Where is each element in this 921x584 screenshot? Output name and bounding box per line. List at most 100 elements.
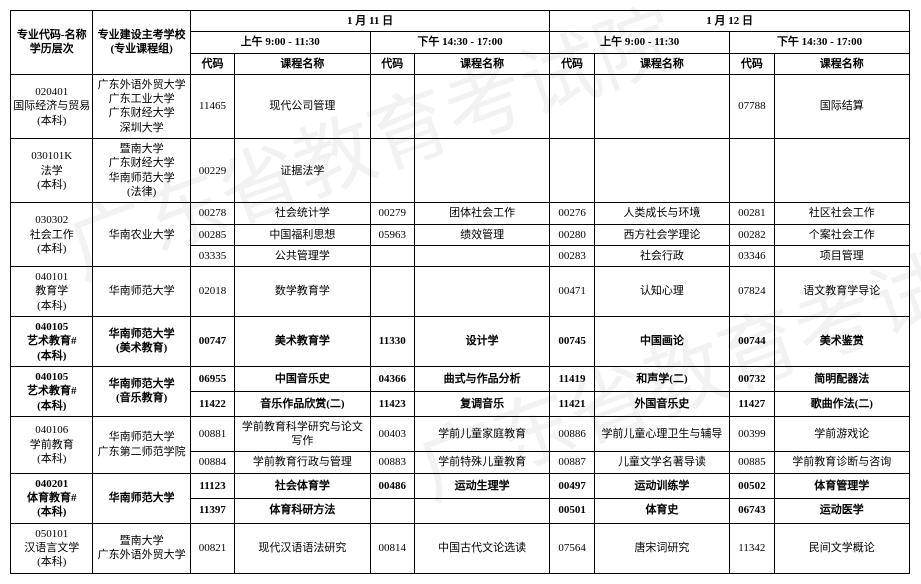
cell-code: 00281 <box>730 203 774 224</box>
cell-code: 05963 <box>370 224 414 245</box>
cell-course <box>594 139 729 203</box>
cell-code: 00471 <box>550 267 594 317</box>
cell-code: 00285 <box>190 224 234 245</box>
cell-school: 华南师范大学(美术教育) <box>93 317 190 367</box>
cell-course: 社区社会工作 <box>774 203 909 224</box>
cell-code: 00501 <box>550 498 594 523</box>
table-row: 040105艺术教育#(本科)华南师范大学(音乐教育)06955中国音乐史043… <box>11 366 910 391</box>
cell-code <box>370 139 414 203</box>
cell-code: 11427 <box>730 391 774 416</box>
cell-course: 学前儿童心理卫生与辅导 <box>594 416 729 452</box>
cell-code: 06743 <box>730 498 774 523</box>
cell-code: 00229 <box>190 139 234 203</box>
cell-course <box>594 74 729 138</box>
cell-course: 学前儿童家庭教育 <box>414 416 549 452</box>
cell-course: 运动训练学 <box>594 473 729 498</box>
cell-course: 社会体育学 <box>235 473 370 498</box>
cell-course: 美术鉴赏 <box>774 317 909 367</box>
cell-course: 国际结算 <box>774 74 909 138</box>
cell-course: 中国福利思想 <box>235 224 370 245</box>
cell-code <box>370 498 414 523</box>
cell-course: 和声学(二) <box>594 366 729 391</box>
hdr-course: 课程名称 <box>594 53 729 74</box>
cell-course: 中国古代文论选读 <box>414 523 549 573</box>
cell-code: 11465 <box>190 74 234 138</box>
table-header: 专业代码-名称学历层次专业建设主考学校(专业课程组)1 月 11 日1 月 12… <box>11 11 910 75</box>
table-row: 030302社会工作(本科)华南农业大学00278社会统计学00279团体社会工… <box>11 203 910 224</box>
cell-course: 人类成长与环境 <box>594 203 729 224</box>
cell-course: 音乐作品欣赏(二) <box>235 391 370 416</box>
cell-course: 西方社会学理论 <box>594 224 729 245</box>
hdr-d2-am: 上午 9:00 - 11:30 <box>550 32 730 53</box>
cell-code: 07824 <box>730 267 774 317</box>
cell-course: 运动生理学 <box>414 473 549 498</box>
hdr-code: 代码 <box>550 53 594 74</box>
cell-course <box>774 139 909 203</box>
cell-code <box>370 74 414 138</box>
cell-course: 个案社会工作 <box>774 224 909 245</box>
cell-code: 03335 <box>190 245 234 266</box>
cell-course: 体育管理学 <box>774 473 909 498</box>
cell-code: 00279 <box>370 203 414 224</box>
cell-code: 00502 <box>730 473 774 498</box>
cell-code: 06955 <box>190 366 234 391</box>
hdr-school: 专业建设主考学校(专业课程组) <box>93 11 190 75</box>
cell-school: 暨南大学广东财经大学华南师范大学(法律) <box>93 139 190 203</box>
table-body: 020401国际经济与贸易(本科)广东外语外贸大学广东工业大学广东财经大学深圳大… <box>11 74 910 573</box>
cell-code <box>550 139 594 203</box>
cell-code: 11419 <box>550 366 594 391</box>
cell-course: 学前教育诊断与咨询 <box>774 452 909 473</box>
cell-code: 00403 <box>370 416 414 452</box>
cell-course: 语文教育学导论 <box>774 267 909 317</box>
cell-code: 11423 <box>370 391 414 416</box>
cell-code: 00881 <box>190 416 234 452</box>
cell-code: 00399 <box>730 416 774 452</box>
cell-school: 华南师范大学 <box>93 267 190 317</box>
hdr-day1: 1 月 11 日 <box>190 11 550 32</box>
cell-course: 认知心理 <box>594 267 729 317</box>
cell-course: 绩效管理 <box>414 224 549 245</box>
cell-course: 体育科研方法 <box>235 498 370 523</box>
cell-course: 儿童文学名著导读 <box>594 452 729 473</box>
cell-code: 00884 <box>190 452 234 473</box>
hdr-course: 课程名称 <box>235 53 370 74</box>
cell-course: 外国音乐史 <box>594 391 729 416</box>
cell-course: 曲式与作品分析 <box>414 366 549 391</box>
cell-code <box>370 245 414 266</box>
cell-code: 00278 <box>190 203 234 224</box>
cell-code: 00497 <box>550 473 594 498</box>
cell-code: 00747 <box>190 317 234 367</box>
cell-code: 00814 <box>370 523 414 573</box>
cell-major: 040106学前教育(本科) <box>11 416 93 473</box>
hdr-course: 课程名称 <box>774 53 909 74</box>
cell-course: 中国音乐史 <box>235 366 370 391</box>
cell-major: 040105艺术教育#(本科) <box>11 366 93 416</box>
cell-course: 社会行政 <box>594 245 729 266</box>
cell-major: 030302社会工作(本科) <box>11 203 93 267</box>
cell-school: 华南师范大学 <box>93 473 190 523</box>
cell-course: 公共管理学 <box>235 245 370 266</box>
cell-school: 暨南大学广东外语外贸大学 <box>93 523 190 573</box>
cell-course: 现代汉语语法研究 <box>235 523 370 573</box>
cell-course: 唐宋词研究 <box>594 523 729 573</box>
cell-course <box>414 245 549 266</box>
cell-major: 040105艺术教育#(本科) <box>11 317 93 367</box>
cell-course: 复调音乐 <box>414 391 549 416</box>
cell-code: 04366 <box>370 366 414 391</box>
cell-course: 简明配器法 <box>774 366 909 391</box>
cell-school: 华南农业大学 <box>93 203 190 267</box>
cell-code: 00276 <box>550 203 594 224</box>
cell-course: 社会统计学 <box>235 203 370 224</box>
cell-course <box>414 139 549 203</box>
cell-course: 学前特殊儿童教育 <box>414 452 549 473</box>
schedule-table: 专业代码-名称学历层次专业建设主考学校(专业课程组)1 月 11 日1 月 12… <box>10 10 910 574</box>
cell-code <box>730 139 774 203</box>
cell-code: 11123 <box>190 473 234 498</box>
hdr-d1-am: 上午 9:00 - 11:30 <box>190 32 370 53</box>
hdr-code: 代码 <box>730 53 774 74</box>
cell-code: 00486 <box>370 473 414 498</box>
cell-school: 华南师范大学广东第二师范学院 <box>93 416 190 473</box>
cell-code: 00280 <box>550 224 594 245</box>
cell-code: 03346 <box>730 245 774 266</box>
cell-code <box>550 74 594 138</box>
